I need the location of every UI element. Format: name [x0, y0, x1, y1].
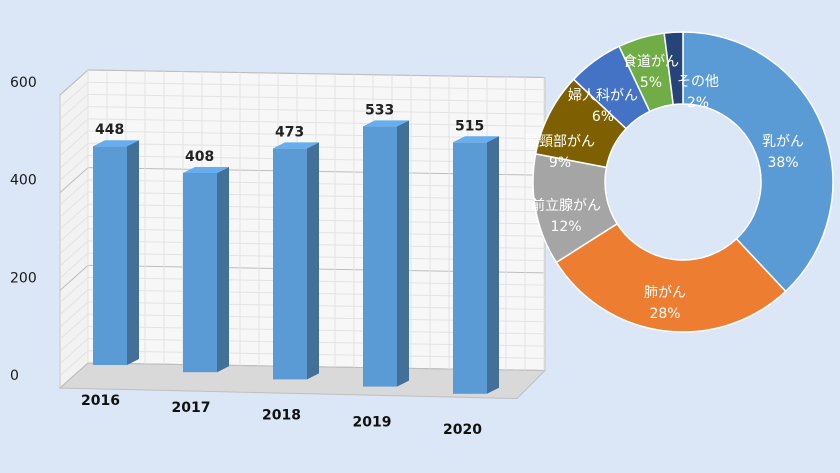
donut-slice-label: 婦人科がん	[568, 87, 638, 104]
donut-slice-label: 乳がん	[762, 134, 804, 150]
gridline-side	[59, 338, 89, 364]
bar-series	[93, 120, 499, 394]
gridline-side	[59, 216, 89, 242]
donut-slice-label: 前立腺がん	[531, 197, 601, 214]
donut-slice-pct: 38%	[767, 155, 798, 171]
bar-value-label: 408	[185, 149, 214, 165]
bar-value-label: 533	[365, 102, 394, 118]
gridline-side	[59, 326, 89, 352]
gridline-side	[59, 81, 89, 108]
bar-top	[453, 136, 499, 143]
gridline-side	[59, 264, 89, 291]
gridline-side	[59, 228, 89, 255]
bar-front	[93, 146, 127, 365]
gridline-side	[59, 69, 89, 96]
gridline-side	[59, 118, 89, 145]
y-tick-label: 0	[10, 368, 19, 384]
x-tick-label: 2016	[81, 393, 120, 409]
bar-2020	[453, 136, 499, 394]
bar-front	[363, 126, 397, 387]
bar-side	[487, 136, 499, 394]
bar-top	[363, 120, 409, 127]
gridline-side	[59, 94, 89, 120]
gridline-side	[59, 350, 89, 377]
y-tick-label: 200	[10, 270, 37, 286]
donut-slice-pct: 5%	[640, 75, 662, 91]
gridline-side	[59, 106, 89, 132]
donut-slice-7	[663, 31, 684, 106]
bar-side	[127, 140, 139, 365]
bar-front	[183, 172, 217, 373]
bar-2017	[183, 166, 229, 373]
x-tick-label: 2017	[172, 400, 211, 416]
y-tick-label: 600	[10, 75, 37, 91]
bar-side	[217, 166, 229, 373]
donut-slice-pct: 12%	[550, 219, 581, 235]
bar-front	[453, 142, 487, 394]
gridline-side	[59, 289, 89, 316]
bar-side	[397, 120, 409, 387]
bar-front	[273, 148, 307, 380]
donut-slice-label: その他	[677, 74, 719, 90]
donut-slice-2	[555, 222, 787, 333]
bar-2019	[363, 120, 409, 387]
donut-slice-pct: 28%	[649, 306, 680, 322]
bar-top	[183, 166, 229, 173]
gridline-side	[59, 362, 89, 389]
y-tick-label: 400	[10, 173, 37, 189]
donut-chart: 乳がん 38% 肺がん 28% 前立腺がん 12% 頭頸部がん 9% 婦人科がん 6% 食道がん 5%…	[525, 31, 834, 333]
bar-value-label: 473	[275, 124, 304, 140]
bar-data-labels: 448 408 473 533 515	[95, 102, 484, 165]
y-axis-ticks: 0 200 400 600	[10, 75, 37, 384]
gridline-side	[59, 155, 89, 181]
gridline-side	[59, 130, 89, 157]
bar-top	[93, 140, 139, 147]
donut-slice-pct: 2%	[687, 95, 709, 111]
x-axis-ticks: 2016 2017 2018 2019 2020	[81, 393, 482, 438]
donut-slice-label: 食道がん	[623, 53, 679, 70]
donut-slice-label: 肺がん	[644, 285, 686, 301]
donut-labels: 乳がん 38% 肺がん 28% 前立腺がん 12% 頭頸部がん 9% 婦人科がん 6% 食道がん 5%…	[525, 53, 804, 322]
x-tick-label: 2019	[353, 415, 392, 431]
donut-slice-pct: 6%	[592, 109, 614, 125]
gridline-side	[59, 301, 89, 328]
donut-slice-pct: 9%	[549, 155, 571, 171]
x-tick-label: 2018	[262, 407, 301, 423]
bar-value-label: 448	[95, 122, 124, 138]
gridline-side	[59, 313, 89, 340]
bar-2016	[93, 140, 139, 365]
bar-2018	[273, 142, 319, 380]
gridline-side	[59, 252, 89, 279]
gridline-side	[59, 240, 89, 267]
bar-value-label: 515	[455, 118, 484, 134]
bar-top	[273, 142, 319, 149]
bar-side	[307, 142, 319, 380]
gridline-side	[59, 179, 89, 206]
gridline-side	[59, 167, 89, 194]
gridline-side	[59, 142, 89, 169]
gridline-side	[59, 191, 89, 218]
donut-slices	[532, 31, 834, 333]
gridline-side	[59, 203, 89, 230]
donut-slice-label: 頭頸部がん	[525, 134, 595, 150]
x-tick-label: 2020	[443, 422, 482, 438]
gridline-side	[59, 277, 89, 303]
bar-chart: 0 200 400 600 2016 2017 2018 2019 2020 448 408 47…	[10, 68, 547, 438]
donut-slice-1	[682, 31, 834, 293]
